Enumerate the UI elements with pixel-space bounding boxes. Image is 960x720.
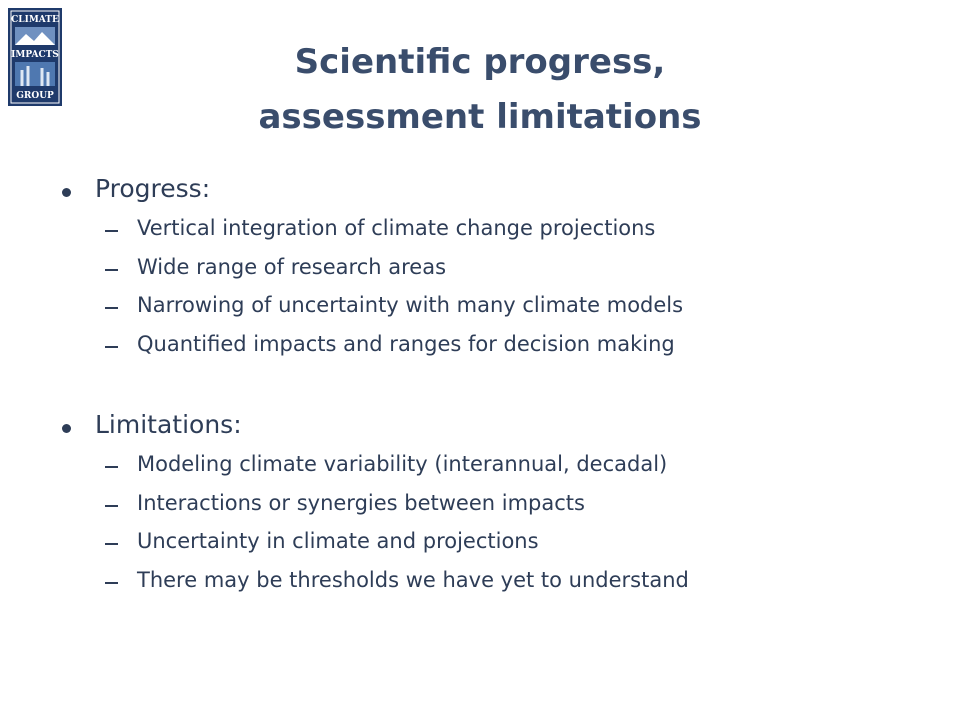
logo-text: IMPACTS: [11, 50, 59, 60]
dash: [105, 581, 118, 584]
section-item: Uncertainty in climate and projections: [137, 529, 539, 553]
logo-frame: [8, 8, 62, 106]
dash: [105, 230, 118, 232]
bullet: [62, 424, 71, 433]
dash: [105, 504, 118, 507]
section-heading: Limitations:: [95, 410, 242, 439]
logo-text: GROUP: [16, 91, 54, 101]
section-heading: Progress:: [95, 174, 211, 203]
logo-border: [10, 10, 60, 104]
section-item: Quantified impacts and ranges for decisi…: [137, 331, 675, 356]
logo-text: CLIMATE: [11, 15, 59, 25]
logo: CLIMATE IMPACTS GROUP: [8, 8, 62, 106]
title: Scientific progress,: [294, 42, 666, 82]
title: assessment limitations: [258, 97, 702, 137]
dash: [105, 268, 118, 271]
section-item: Narrowing of uncertainty with many clima…: [137, 293, 684, 317]
logo-trees: [20, 66, 50, 86]
bullet: [62, 188, 71, 197]
dash: [105, 543, 118, 545]
section-item: Vertical integration of climate change p…: [137, 216, 656, 240]
section-item: Interactions or synergies between impact…: [137, 490, 585, 515]
dash: [105, 307, 118, 309]
dash: [105, 466, 118, 468]
section-item: There may be thresholds we have yet to u…: [137, 567, 689, 592]
section-item: Wide range of research areas: [137, 254, 447, 279]
section-item: Modeling climate variability (interannua…: [137, 452, 668, 476]
logo-mountains: [15, 32, 55, 45]
dash: [105, 345, 118, 348]
